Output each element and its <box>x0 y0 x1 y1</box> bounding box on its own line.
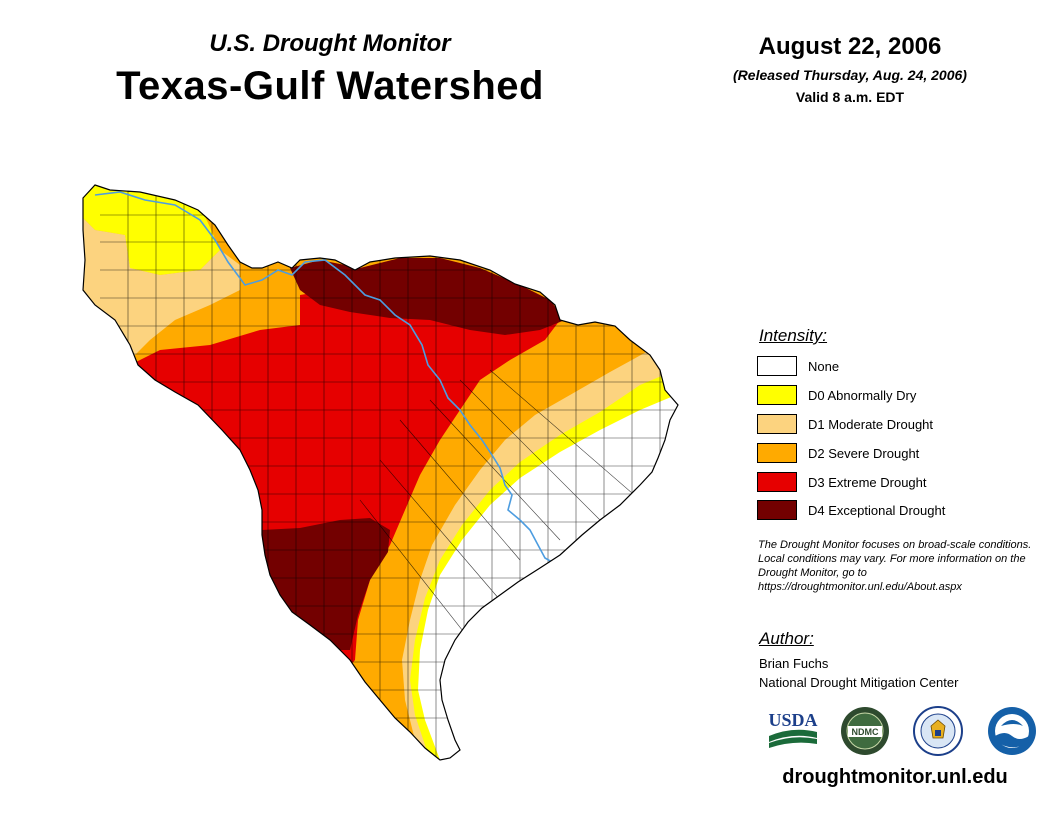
commerce-seal-logo <box>913 706 963 756</box>
legend-item-d2: D2 Severe Drought <box>757 442 919 464</box>
zone-d1-northwest <box>83 215 240 360</box>
usda-logo: USDA <box>768 710 818 748</box>
noaa-logo <box>988 707 1036 755</box>
map-date: August 22, 2006 <box>758 33 942 60</box>
zone-d4-north <box>290 258 565 335</box>
ndmc-logo: NDMC <box>841 707 889 755</box>
legend-label: D1 Moderate Drought <box>808 416 934 432</box>
legend-swatch-d2 <box>757 443 797 463</box>
watershed-boundary <box>82 184 679 761</box>
valid-time: Valid 8 a.m. EDT <box>795 89 905 105</box>
legend-label: D0 Abnormally Dry <box>808 387 917 403</box>
website-url: droughtmonitor.unl.edu <box>782 766 1008 788</box>
author-heading: Author: <box>759 629 814 648</box>
disclaimer-text: The Drought Monitor focuses on broad-sca… <box>758 539 1032 593</box>
ndmc-logo-text: NDMC <box>852 727 879 737</box>
legend-item-d1: D1 Moderate Drought <box>757 413 933 435</box>
legend-swatch-d1 <box>757 414 797 434</box>
legend-item-d4: D4 Exceptional Drought <box>757 499 945 521</box>
legend-item-d0: D0 Abnormally Dry <box>757 384 916 406</box>
legend-item-none: None <box>757 355 839 377</box>
legend-swatch-none <box>757 356 797 376</box>
legend-label: D2 Severe Drought <box>808 445 920 461</box>
legend-label: D4 Exceptional Drought <box>808 502 946 518</box>
legend-swatch-d0 <box>757 385 797 405</box>
legend-swatch-d4 <box>757 500 797 520</box>
legend-label: D3 Extreme Drought <box>808 474 927 490</box>
author-organization: National Drought Mitigation Center <box>759 675 959 690</box>
author-name: Brian Fuchs <box>759 656 829 671</box>
legend-heading: Intensity: <box>759 326 828 345</box>
legend-swatch-d3 <box>757 472 797 492</box>
legend-item-d3: D3 Extreme Drought <box>757 471 927 493</box>
release-date: (Released Thursday, Aug. 24, 2006) <box>733 67 967 83</box>
usda-logo-text: USDA <box>768 710 817 730</box>
legend-label: None <box>808 358 840 374</box>
map-title: Texas-Gulf Watershed <box>116 64 544 108</box>
map-subtitle: U.S. Drought Monitor <box>209 30 451 57</box>
drought-map <box>82 184 679 761</box>
river <box>94 191 553 563</box>
